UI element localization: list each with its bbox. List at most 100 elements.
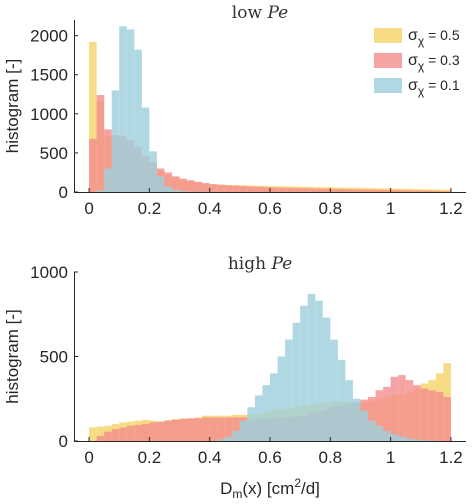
bar-low-s2-b1	[96, 190, 105, 192]
bar-high-s1-b15	[202, 417, 210, 441]
bar-low-s1-b37	[368, 189, 376, 192]
bar-high-s1-b11	[172, 419, 180, 441]
y-tick-label: 500	[40, 144, 68, 163]
bar-high-s1-b47	[443, 397, 451, 441]
bar-high-s2-b26	[285, 339, 293, 441]
x-tick-label: 0.4	[198, 448, 222, 467]
bar-high-s1-b41	[398, 375, 406, 441]
bar-high-s2-b42	[405, 438, 414, 441]
bar-high-s1-b43	[413, 385, 421, 441]
legend: σχ = 0.5 σχ = 0.3 σχ = 0.1	[374, 27, 460, 98]
bar-high-s2-b43	[413, 439, 421, 441]
bar-low-s1-b45	[428, 190, 436, 192]
y-ticks-high-pe: 0 500 1000	[30, 263, 78, 451]
bar-low-s2-b10	[164, 186, 172, 192]
bar-low-s0-b0	[89, 41, 97, 193]
x-title-superscript: 2	[294, 476, 301, 490]
y-tick-label: 0	[59, 432, 68, 451]
legend-swatch	[374, 28, 402, 43]
bar-low-s2-b8	[149, 151, 157, 192]
bar-low-s1-b26	[285, 187, 293, 192]
bar-high-s1-b14	[194, 418, 203, 441]
bar-high-s2-b31	[322, 317, 331, 441]
bar-low-s1-b31	[322, 188, 331, 192]
y-tick-label: 2000	[30, 27, 68, 46]
bar-high-s1-b6	[134, 424, 142, 441]
bar-low-s1-b44	[420, 190, 429, 192]
x-axis-title: Dm(x) [cm2/d]	[220, 476, 320, 501]
bar-high-s1-b12	[179, 419, 188, 441]
bar-low-s1-b40	[390, 190, 399, 192]
x-tick-label: 0.6	[258, 448, 282, 467]
y-tick-label: 1500	[30, 66, 68, 85]
bar-high-s2-b24	[270, 373, 278, 441]
x-ticks-low-pe: 0 0.2 0.4 0.6 0.8 1 1.2	[84, 188, 463, 218]
bar-high-s2-b18	[224, 436, 233, 441]
bar-low-s1-b42	[405, 190, 414, 192]
bar-low-s1-b35	[352, 189, 361, 192]
bar-low-s1-b28	[300, 188, 308, 192]
bar-low-s2-b2	[104, 168, 112, 192]
bar-low-s1-b0	[89, 138, 97, 192]
x-title-subscript: m	[232, 487, 242, 501]
bar-low-s1-b11	[172, 176, 180, 192]
title-symbol: Pe	[270, 254, 292, 274]
x-ticks-high-pe: 0 0.2 0.4 0.6 0.8 1 1.2	[84, 437, 463, 467]
bar-low-s1-b38	[375, 189, 384, 192]
bar-low-s1-b13	[187, 180, 195, 192]
x-tick-label: 0	[84, 199, 93, 218]
bar-low-s1-b18	[224, 185, 233, 192]
y-tick-label: 1000	[30, 105, 68, 124]
bar-low-s1-b30	[315, 188, 323, 192]
panel-high-pe: 0 0.2 0.4 0.6 0.8 1 1.2 0 500 1000 high Pe histo…	[3, 254, 466, 501]
y-axis-title-high-pe: histogram [-]	[3, 309, 22, 403]
bar-low-s0-b45	[428, 189, 436, 192]
title-prefix: low	[232, 3, 263, 23]
bar-low-s1-b19	[232, 185, 240, 192]
bar-low-s1-b46	[435, 191, 444, 192]
bar-low-s0-b46	[435, 189, 444, 192]
bar-high-s2-b36	[360, 410, 368, 441]
bar-high-s1-b1	[96, 435, 105, 441]
bar-low-s2-b4	[119, 26, 127, 192]
bar-low-s1-b20	[239, 186, 248, 192]
bar-low-s1-b14	[194, 181, 203, 192]
y-axis-title-low-pe: histogram [-]	[3, 59, 22, 153]
bar-high-s2-b27	[292, 322, 301, 441]
x-tick-label: 1.2	[439, 448, 463, 467]
bar-high-s2-b39	[383, 430, 391, 441]
legend-swatch	[374, 78, 402, 93]
bar-high-s1-b45	[428, 390, 436, 441]
bar-low-s2-b9	[156, 176, 165, 192]
bar-high-s2-b28	[300, 305, 308, 441]
panel-title-low-pe: low Pe	[232, 3, 288, 23]
bar-high-s1-b42	[405, 380, 414, 441]
bar-low-s1-b25	[277, 187, 286, 192]
bar-high-s2-b40	[390, 434, 399, 441]
bar-low-s1-b17	[217, 184, 225, 192]
bar-low-s1-b10	[164, 172, 172, 192]
bar-low-s2-b12	[179, 191, 188, 192]
bar-low-s0-b47	[443, 189, 451, 192]
x-tick-label: 0.8	[318, 448, 342, 467]
bars-high-pe	[89, 293, 451, 441]
bar-low-s1-b1	[96, 95, 105, 192]
bar-high-s0-b1	[96, 426, 105, 441]
bar-high-s1-b10	[164, 420, 172, 441]
bar-high-s2-b23	[262, 385, 270, 441]
bar-high-s1-b4	[119, 427, 127, 441]
bar-high-s2-b20	[239, 420, 248, 441]
legend-label: σχ = 0.1	[408, 77, 460, 98]
bars-low-pe	[89, 26, 451, 193]
bar-low-s2-b5	[126, 29, 135, 192]
bar-low-s1-b15	[202, 183, 210, 192]
legend-label: σχ = 0.5	[408, 27, 460, 48]
bar-low-s1-b39	[383, 190, 391, 192]
bar-high-s2-b25	[277, 356, 286, 441]
bar-high-s2-b35	[352, 398, 361, 441]
bar-high-s2-b38	[375, 425, 384, 441]
bar-high-s1-b7	[141, 424, 150, 441]
bar-high-s1-b3	[111, 429, 120, 441]
x-tick-label: 0.8	[318, 199, 342, 218]
